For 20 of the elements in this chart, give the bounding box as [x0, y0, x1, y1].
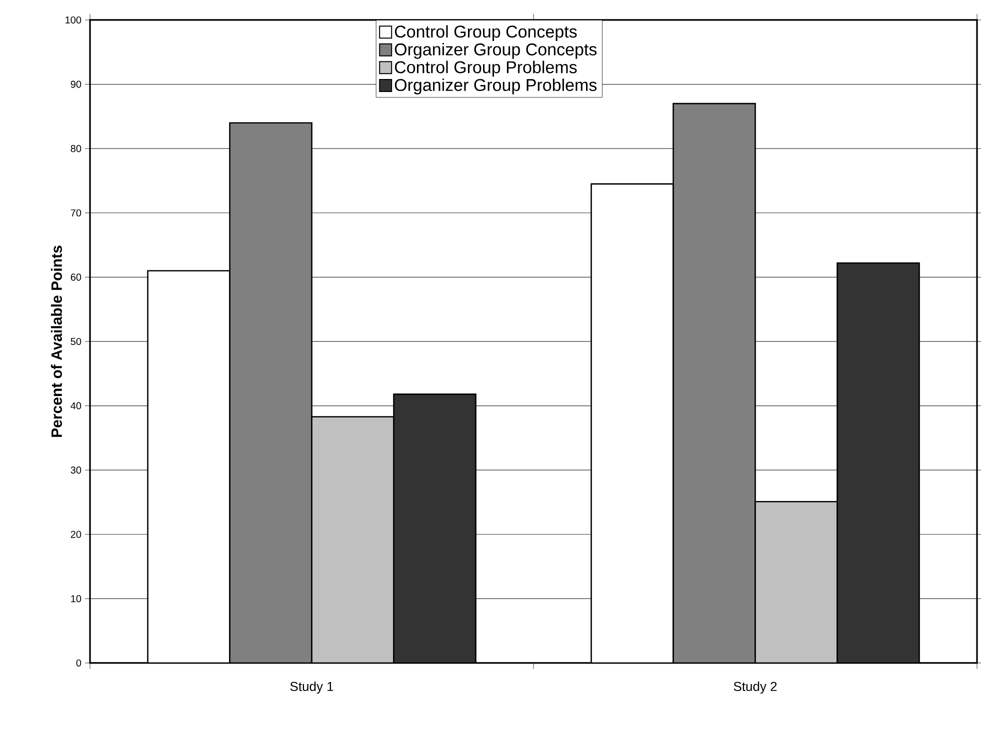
y-tick-label: 20 [70, 530, 82, 538]
y-tick-label: 70 [70, 209, 82, 216]
y-tick-label: 30 [70, 466, 82, 474]
y-axis-title: Percent of Available Points [50, 246, 62, 437]
y-tick-label: 60 [70, 274, 82, 281]
y-tick-label: 100 [66, 16, 82, 24]
bar [229, 122, 312, 663]
y-tick-label: 80 [70, 145, 82, 152]
legend-label: Control Group Concepts [394, 25, 577, 42]
y-tick-label: 10 [71, 595, 82, 602]
y-tick-label: 0 [76, 659, 82, 667]
x-tick-label: Study 1 [290, 682, 334, 694]
y-tick-label: 50 [70, 338, 82, 346]
bar [672, 102, 756, 663]
x-tick-label: Study 2 [734, 682, 777, 694]
legend-label: Organizer Group Problems [394, 78, 597, 94]
y-tick-label: 90 [70, 80, 82, 88]
legend-label: Organizer Group Concepts [394, 42, 597, 59]
legend-label: Control Group Problems [394, 60, 577, 77]
y-tick-label: 40 [70, 402, 82, 410]
